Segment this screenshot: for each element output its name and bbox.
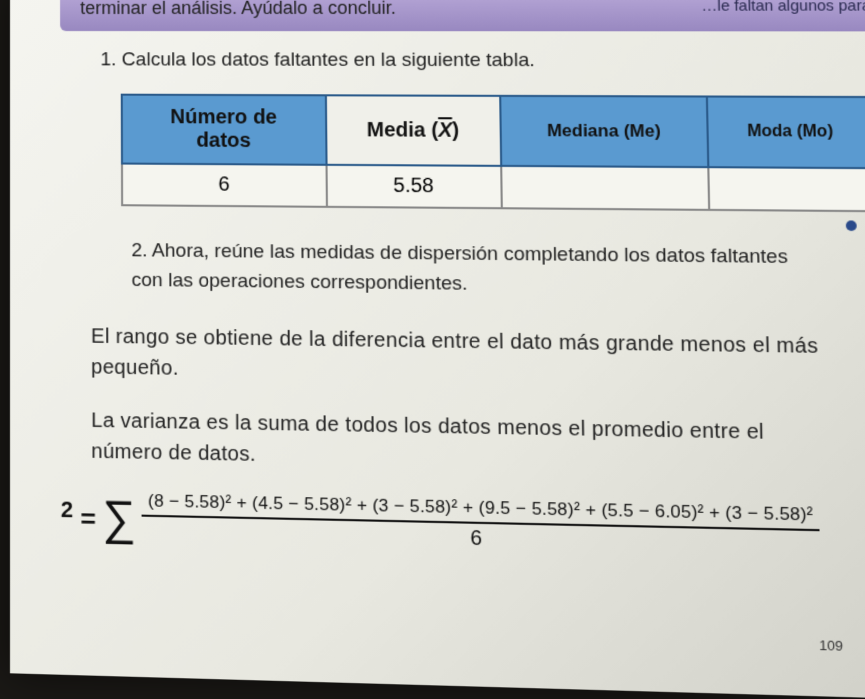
- table-row: 6 5.58: [122, 164, 865, 212]
- varianza-definition: La varianza es la suma de todos los dato…: [91, 405, 839, 481]
- col-header-mediana: Mediana (Me): [500, 96, 709, 167]
- banner-tail-text: …le faltan algunos para: [701, 0, 865, 15]
- formula-fraction: (8 − 5.58)² + (4.5 − 5.58)² + (3 − 5.58)…: [142, 491, 821, 559]
- bullet-dot-icon: [846, 220, 857, 231]
- textbook-page: …le faltan algunos para terminar el anál…: [10, 0, 865, 699]
- cell-media: 5.58: [327, 165, 502, 208]
- rango-definition: El rango se obtiene de la diferencia ent…: [91, 321, 837, 394]
- sigma-icon: ∑: [102, 493, 136, 541]
- col-header-numero-datos: Número de datos: [122, 95, 327, 165]
- col-header-media: Media (X): [326, 95, 501, 166]
- variance-formula: 2 = ∑ (8 − 5.58)² + (4.5 − 5.58)² + (3 −…: [61, 489, 863, 560]
- instruction-banner: …le faltan algunos para terminar el anál…: [60, 0, 865, 31]
- cell-numero-datos: 6: [122, 164, 327, 207]
- question-2: 2. Ahora, reúne las medidas de dispersió…: [131, 237, 824, 303]
- cell-moda: [709, 167, 865, 211]
- formula-lhs: 2 =: [61, 497, 96, 536]
- question-1: 1. Calcula los datos faltantes en la sig…: [100, 49, 850, 73]
- banner-main-text: terminar el análisis. Ayúdalo a concluir…: [80, 0, 396, 18]
- statistics-table: Número de datos Media (X) Mediana (Me) M…: [121, 94, 865, 213]
- page-number: 109: [819, 637, 843, 654]
- table-header-row: Número de datos Media (X) Mediana (Me) M…: [122, 95, 865, 169]
- col-header-moda: Moda (Mo): [707, 97, 865, 169]
- cell-mediana: [501, 166, 710, 210]
